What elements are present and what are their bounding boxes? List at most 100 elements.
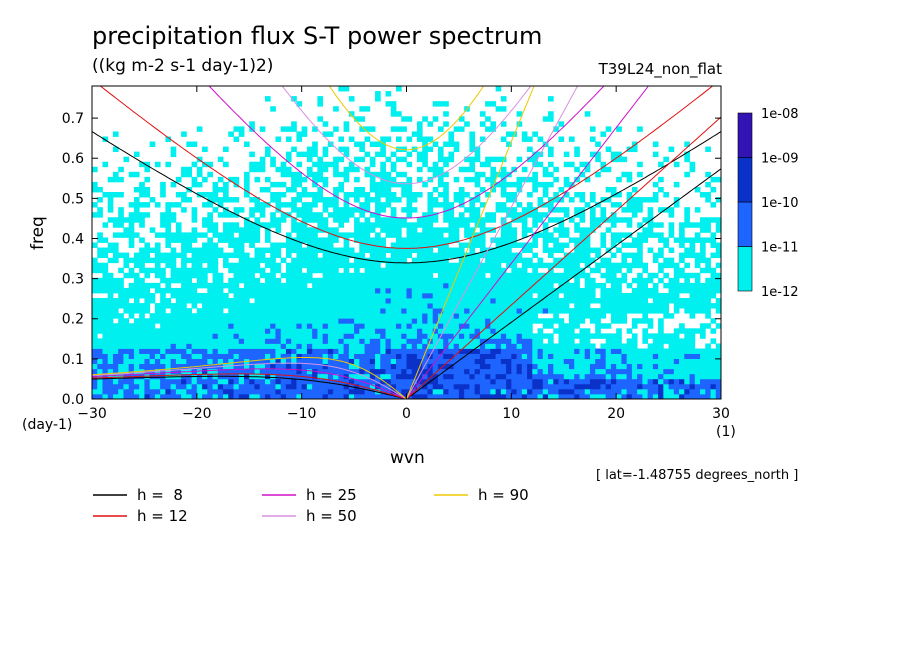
spectrum-cell — [238, 227, 245, 233]
spectrum-cell — [149, 267, 156, 274]
spectrum-cell — [144, 282, 151, 289]
spectrum-cell — [668, 257, 675, 264]
spectrum-cell — [589, 282, 596, 289]
spectrum-cell — [317, 192, 324, 198]
spectrum-cell — [102, 338, 109, 344]
spectrum-cell — [233, 318, 240, 324]
spectrum-cell — [458, 257, 465, 264]
spectrum-cell — [474, 171, 481, 178]
spectrum-cell — [537, 388, 544, 395]
spectrum-cell — [207, 328, 213, 334]
spectrum-cell — [380, 161, 386, 168]
spectrum-cell — [207, 227, 213, 233]
spectrum-cell — [107, 333, 114, 339]
spectrum-cell — [537, 343, 544, 349]
spectrum-cell — [443, 292, 449, 299]
spectrum-cell — [312, 161, 318, 168]
spectrum-cell — [275, 373, 282, 380]
spectrum-cell — [658, 388, 664, 395]
spectrum-cell — [270, 358, 276, 365]
spectrum-cell — [270, 323, 276, 329]
spectrum-cell — [317, 323, 324, 329]
spectrum-cell — [532, 176, 538, 183]
spectrum-cell — [212, 232, 219, 238]
spectrum-cell — [107, 393, 114, 399]
spectrum-cell — [448, 388, 455, 395]
spectrum-cell — [548, 161, 554, 168]
spectrum-cell — [689, 373, 696, 380]
spectrum-cell — [165, 252, 172, 259]
spectrum-cell — [401, 298, 407, 304]
spectrum-cell — [333, 237, 339, 243]
spectrum-cell — [186, 328, 192, 334]
kelvin-curve — [406, 168, 721, 399]
spectrum-cell — [312, 318, 318, 324]
spectrum-cell — [647, 247, 654, 253]
spectrum-cell — [102, 277, 109, 284]
spectrum-cell — [322, 343, 329, 349]
spectrum-cell — [469, 141, 476, 147]
spectrum-cell — [396, 333, 402, 339]
spectrum-cell — [521, 368, 528, 375]
spectrum-cell — [579, 197, 586, 203]
spectrum-cell — [92, 388, 98, 395]
spectrum-cell — [139, 393, 145, 399]
spectrum-cell — [610, 393, 617, 399]
spectrum-cell — [527, 136, 533, 142]
spectrum-cell — [406, 207, 413, 213]
spectrum-cell — [563, 328, 570, 334]
spectrum-cell — [432, 217, 439, 223]
spectrum-cell — [511, 373, 517, 380]
spectrum-cell — [474, 252, 481, 259]
spectrum-cell — [558, 333, 565, 339]
spectrum-cell — [668, 282, 675, 289]
spectrum-cell — [296, 197, 303, 203]
spectrum-cell — [443, 237, 449, 243]
spectrum-cell — [306, 166, 313, 173]
spectrum-cell — [249, 378, 255, 385]
spectrum-cell — [170, 202, 177, 208]
spectrum-cell — [249, 242, 255, 248]
spectrum-cell — [396, 383, 402, 390]
spectrum-cell — [354, 116, 360, 122]
spectrum-cell — [621, 303, 628, 309]
spectrum-cell — [317, 388, 324, 395]
spectrum-cell — [694, 277, 701, 284]
spectrum-cell — [401, 272, 407, 279]
spectrum-cell — [584, 287, 591, 294]
spectrum-cell — [579, 237, 586, 243]
spectrum-cell — [710, 393, 717, 399]
spectrum-cell — [154, 282, 161, 289]
spectrum-cell — [432, 186, 439, 193]
spectrum-cell — [490, 308, 497, 314]
spectrum-cell — [542, 232, 549, 238]
spectrum-cell — [689, 313, 696, 319]
spectrum-cell — [458, 287, 465, 294]
spectrum-cell — [301, 298, 308, 304]
spectrum-cell — [217, 252, 224, 259]
spectrum-cell — [579, 388, 586, 395]
spectrum-cell — [118, 277, 124, 284]
spectrum-cell — [652, 192, 659, 198]
spectrum-cell — [401, 358, 407, 365]
spectrum-cell — [396, 303, 402, 309]
spectrum-cell — [343, 197, 350, 203]
spectrum-cell — [715, 323, 721, 329]
spectrum-cell — [228, 388, 234, 395]
spectrum-cell — [521, 267, 528, 274]
spectrum-cell — [715, 303, 721, 309]
spectrum-cell — [254, 298, 261, 304]
spectrum-cell — [301, 313, 308, 319]
spectrum-cell — [375, 292, 381, 299]
spectrum-cell — [621, 242, 628, 248]
spectrum-cell — [464, 338, 470, 344]
spectrum-cell — [411, 338, 418, 344]
spectrum-cell — [453, 383, 460, 390]
spectrum-cell — [118, 373, 124, 380]
spectrum-cell — [181, 131, 187, 137]
spectrum-cell — [301, 363, 308, 370]
spectrum-cell — [348, 161, 355, 168]
spectrum-cell — [563, 176, 570, 183]
spectrum-cell — [637, 378, 643, 385]
spectrum-cell — [437, 298, 444, 304]
